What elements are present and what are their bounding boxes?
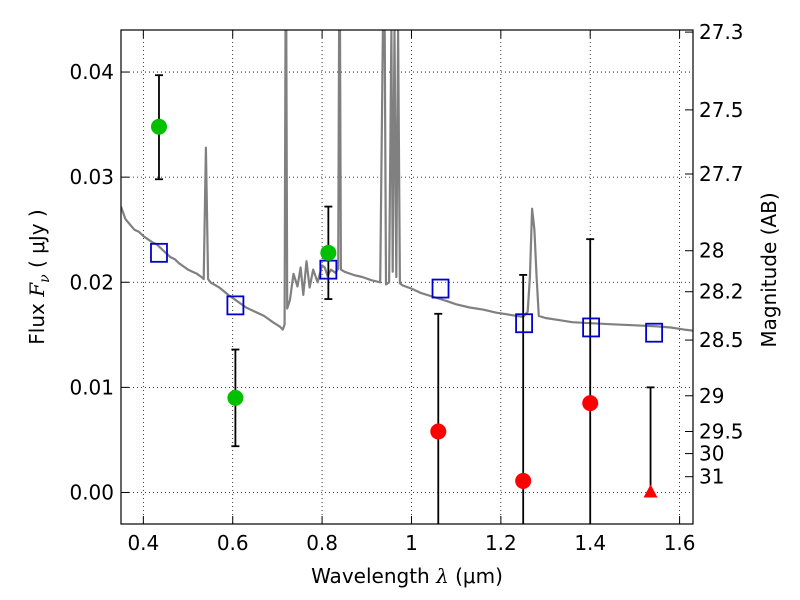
- x-axis-label-unit: (μm): [449, 564, 503, 588]
- y-axis-label-symbol: F: [25, 282, 49, 298]
- model-photometry-point-1: [226, 295, 245, 316]
- plot-frame: [120, 29, 694, 525]
- x-axis-label-symbol: λ: [435, 564, 449, 588]
- nondetection-point-2: [582, 395, 599, 412]
- y-tick-label-3: 0.03: [69, 165, 114, 189]
- y2-tick-label-7: 29.5: [699, 420, 744, 444]
- y-axis-label: Flux Fν ( μJy ): [25, 209, 53, 344]
- nondetection-point-0: [430, 423, 447, 440]
- x-tick-label-2: 0.8: [306, 531, 338, 555]
- nondetection-point-1: [515, 472, 532, 489]
- model-photometry-point-6: [645, 322, 664, 343]
- x-axis-label-prefix: Wavelength: [311, 564, 436, 588]
- y2-tick-label-4: 28.2: [699, 280, 744, 304]
- y2-tick-label-9: 31: [699, 465, 724, 489]
- upper-limit-marker: [643, 484, 658, 498]
- y2-tick-label-6: 29: [699, 384, 724, 408]
- axis-ticks: 0.4 0.6 0.8 1 1.2 1.4 1.6 0.00 0.01 0.02 0.03 0.04 2…: [69, 20, 743, 555]
- model-photometry-point-3: [431, 278, 450, 299]
- y2-tick-label-5: 28.5: [699, 328, 744, 352]
- y-tick-label-0: 0.00: [69, 480, 114, 504]
- y-axis-label-subscript: ν: [37, 274, 53, 283]
- y2-tick-label-0: 27.3: [699, 20, 744, 44]
- y-axis-label-unit: ( μJy ): [25, 209, 49, 274]
- x-tick-label-4: 1.2: [485, 531, 517, 555]
- y2-tick-label-8: 30: [699, 442, 724, 466]
- y-axis-label-prefix: Flux: [25, 297, 49, 345]
- model-photometry-point-4: [515, 313, 533, 334]
- detection-point-0: [150, 118, 167, 135]
- y-tick-label-1: 0.01: [69, 375, 114, 399]
- plot-area: [121, 30, 693, 524]
- x-tick-label-0: 0.4: [127, 531, 159, 555]
- x-axis-label: Wavelength λ (μm): [311, 564, 503, 588]
- x-tick-label-6: 1.6: [664, 531, 696, 555]
- detection-point-2: [320, 244, 337, 261]
- x-tick-label-1: 0.6: [217, 531, 249, 555]
- y-tick-label-4: 0.04: [69, 60, 114, 84]
- y2-axis-label: Magnitude (AB): [757, 192, 781, 347]
- y-tick-label-2: 0.02: [69, 270, 114, 294]
- model-photometry-point-0: [150, 242, 168, 263]
- y2-tick-label-3: 28: [699, 239, 724, 263]
- model-photometry-point-5: [582, 317, 601, 338]
- plot-border: [120, 29, 694, 525]
- model-spectrum-line: [121, 30, 693, 332]
- x-tick-label-5: 1.4: [574, 531, 606, 555]
- y2-tick-label-1: 27.5: [699, 98, 744, 122]
- x-tick-label-3: 1: [405, 531, 418, 555]
- detection-point-1: [227, 389, 244, 406]
- y2-tick-label-2: 27.7: [699, 162, 744, 186]
- grid-lines: [121, 30, 693, 524]
